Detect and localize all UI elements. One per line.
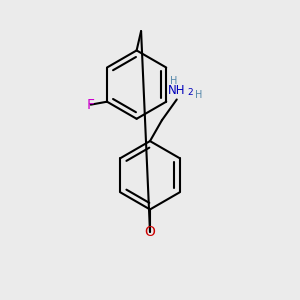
Text: F: F (87, 98, 95, 112)
Text: O: O (145, 225, 155, 239)
Text: 2: 2 (187, 88, 193, 97)
Text: H: H (170, 76, 178, 86)
Text: NH: NH (168, 83, 185, 97)
Text: H: H (195, 90, 202, 100)
